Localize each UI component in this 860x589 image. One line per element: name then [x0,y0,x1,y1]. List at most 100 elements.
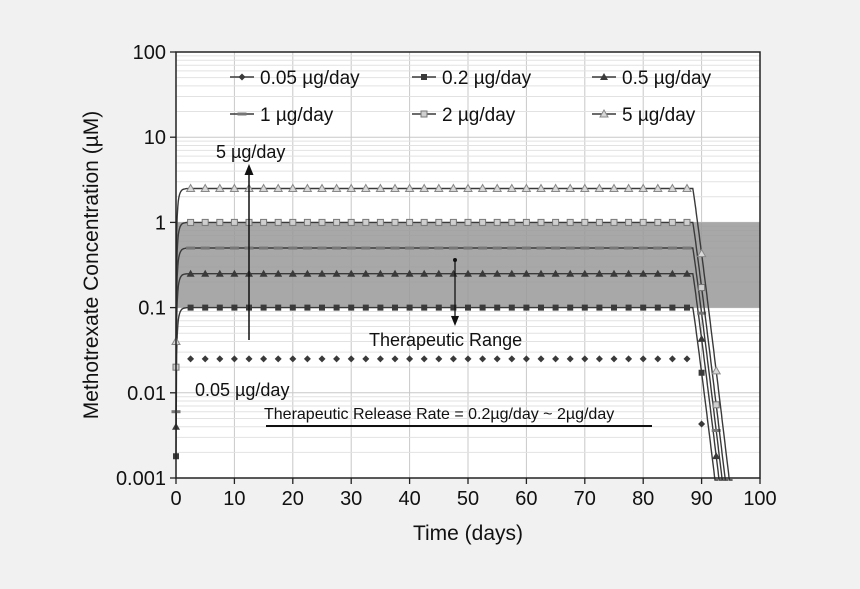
data-point [493,218,501,226]
data-point [640,304,647,311]
legend: 0.05 µg/day 0.2 µg/day 0.5 µg/day 1 µg/day 2… [230,68,712,126]
y-axis-title: Methotrexate Concentration (µM) [80,111,103,420]
data-point [406,218,414,226]
data-point [464,218,472,226]
data-point [405,269,414,277]
data-point [654,304,661,311]
data-point [419,246,429,250]
data-point [448,246,458,250]
data-point [421,74,427,80]
data-point [581,355,589,363]
data-point [303,355,311,363]
data-point [273,246,283,250]
data-point [464,269,472,277]
x-tick-label: 80 [632,488,654,510]
data-point [361,246,371,250]
legend-label: 0.05 µg/day [260,68,360,89]
data-point [683,218,691,226]
data-point [375,246,385,250]
data-point [623,183,634,192]
data-point [654,355,662,363]
data-point [479,355,487,363]
legend-entry: 2 µg/day [412,105,516,126]
data-point [624,269,633,277]
x-tick-label: 90 [690,488,712,510]
data-point [185,183,196,193]
data-point [404,183,415,192]
data-point [522,269,531,277]
data-point [245,355,253,363]
data-point [348,304,355,311]
data-point [391,355,399,363]
data-point [595,218,603,226]
data-point [187,304,194,311]
data-point [201,218,209,226]
data-point [216,355,224,363]
legend-label: 2 µg/day [442,105,516,126]
x-tick-label: 60 [515,488,537,510]
data-point [376,269,385,277]
data-point [478,246,488,250]
data-point [682,246,692,250]
bottom-arrow-label: 0.05 µg/day [195,380,289,400]
data-point [594,183,605,192]
legend-label: 0.5 µg/day [622,68,712,89]
data-point [230,218,238,226]
legend-label: 0.2 µg/day [442,68,532,89]
data-point [711,365,722,375]
data-point [392,304,398,311]
data-point [523,304,530,311]
data-point [581,218,589,226]
data-point [361,269,370,277]
data-point [216,218,224,226]
data-point [420,218,428,226]
data-point [202,304,209,311]
data-point [494,304,501,311]
data-point [550,183,561,192]
data-point [536,246,546,250]
data-point [551,269,560,277]
data-point [406,355,414,363]
series-2 [172,269,722,481]
data-point [580,246,590,250]
data-point [274,218,282,226]
x-tick-label: 0 [170,488,181,510]
data-point [567,304,574,311]
data-point [231,304,238,311]
data-point [610,355,618,363]
data-point [434,269,443,277]
data-point [333,355,341,363]
data-point [522,355,530,363]
data-point [624,246,634,250]
data-point [287,183,298,192]
legend-label: 5 µg/day [622,105,696,126]
data-point [275,304,282,311]
data-point [667,246,677,250]
data-point [536,183,546,192]
data-point [333,304,340,311]
data-point [638,183,649,192]
data-point [551,246,561,250]
data-point [479,218,487,226]
data-point [698,420,706,428]
data-point [420,269,429,277]
data-point [288,269,297,277]
data-point [433,183,444,192]
data-point [260,218,268,226]
data-point [376,218,384,226]
top-arrow-head [244,164,254,175]
data-point [435,218,443,226]
release-rate-label: Therapeutic Release Rate = 0.2µg/day ~ 2… [264,406,614,423]
data-point [289,304,296,311]
range-arrow-head [451,316,459,326]
data-point [552,355,560,363]
data-point [565,246,575,250]
data-point [405,246,415,250]
data-point [230,269,239,277]
data-point [318,355,326,363]
therapeutic-range-label: Therapeutic Range [369,330,522,350]
data-point [478,269,487,277]
data-point [652,183,663,192]
data-point [187,355,195,363]
